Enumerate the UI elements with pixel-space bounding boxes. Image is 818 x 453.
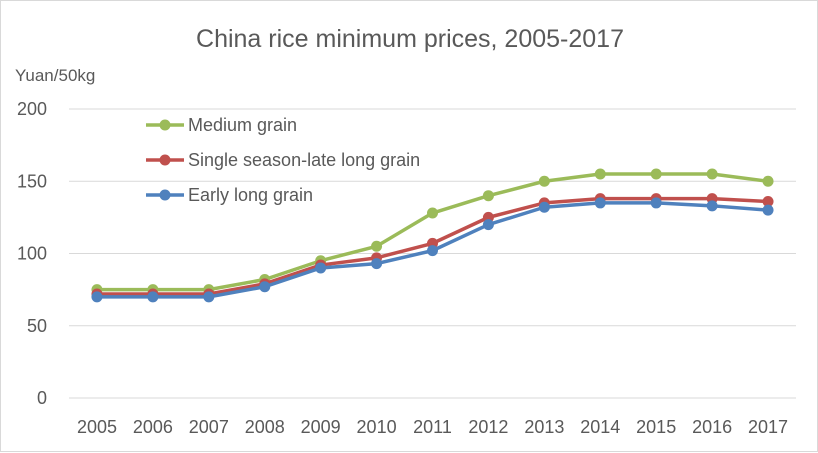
- data-point: [650, 168, 662, 180]
- y-tick-label: 0: [37, 388, 47, 408]
- legend-label: Medium grain: [188, 115, 297, 135]
- chart-title: China rice minimum prices, 2005-2017: [196, 25, 624, 53]
- data-point: [706, 200, 718, 212]
- data-point: [147, 291, 159, 303]
- data-point: [762, 195, 774, 207]
- data-point: [482, 219, 494, 231]
- data-point: [371, 258, 383, 270]
- x-tick-label: 2012: [468, 417, 508, 437]
- legend-marker: [159, 189, 171, 201]
- legend-item-2: Single season-late long grain: [146, 150, 420, 170]
- x-tick-label: 2010: [357, 417, 397, 437]
- data-point: [91, 291, 103, 303]
- data-point: [762, 204, 774, 216]
- data-point: [427, 245, 438, 257]
- x-tick-label: 2007: [189, 417, 229, 437]
- x-tick-label: 2017: [748, 417, 788, 437]
- x-tick-label: 2016: [692, 417, 732, 437]
- y-tick-label: 50: [27, 316, 47, 336]
- legend-marker: [159, 154, 171, 166]
- data-point: [706, 168, 718, 180]
- x-tick-label: 2009: [301, 417, 341, 437]
- data-point: [203, 291, 215, 303]
- axes: 0 50 100 150 200 2005 2006 2007 2008 2009 2010 2011…: [17, 99, 796, 437]
- gridlines: [69, 108, 796, 327]
- x-tick-label: 2011: [413, 417, 452, 437]
- data-point: [650, 197, 662, 209]
- data-point: [427, 207, 438, 219]
- legend-item-3: Early long grain: [146, 185, 313, 205]
- legend-marker: [159, 119, 171, 131]
- legend-label: Early long grain: [188, 185, 313, 205]
- data-point: [538, 175, 550, 187]
- data-point: [538, 201, 550, 213]
- series-3: [91, 197, 774, 303]
- y-tick-label: 200: [17, 99, 47, 119]
- series-lines: [91, 168, 774, 303]
- legend: Medium grain Single season-late long grai…: [146, 115, 420, 205]
- x-tick-label: 2006: [133, 417, 173, 437]
- data-point: [762, 175, 774, 187]
- data-point: [594, 168, 606, 180]
- y-tick-label: 150: [17, 171, 47, 191]
- legend-label: Single season-late long grain: [188, 150, 420, 170]
- data-point: [259, 281, 271, 293]
- x-tick-label: 2008: [245, 417, 285, 437]
- data-point: [482, 190, 494, 202]
- x-tick-label: 2005: [77, 417, 117, 437]
- x-tick-label: 2014: [580, 417, 620, 437]
- x-tick-label: 2013: [524, 417, 564, 437]
- data-point: [594, 197, 606, 209]
- data-point: [371, 240, 383, 252]
- y-axis-label: Yuan/50kg: [15, 66, 95, 85]
- y-tick-label: 100: [17, 244, 47, 264]
- legend-item-1: Medium grain: [146, 115, 297, 135]
- x-tick-label: 2015: [636, 417, 676, 437]
- data-point: [315, 262, 327, 274]
